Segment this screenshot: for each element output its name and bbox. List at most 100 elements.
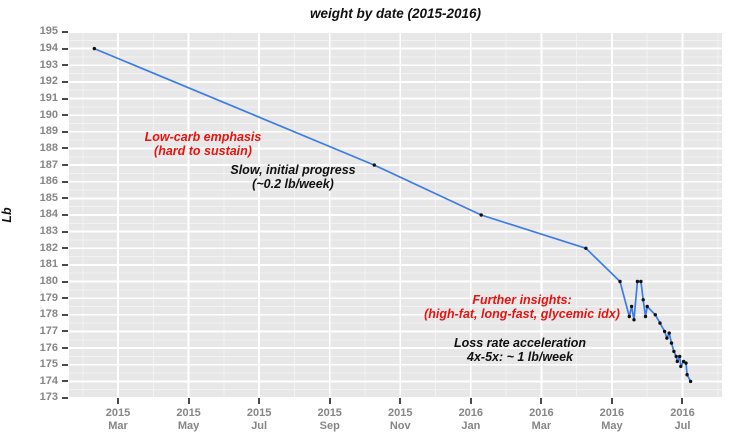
data-point: [667, 331, 671, 335]
x-tick-year: 2016: [599, 407, 625, 419]
data-point: [643, 314, 648, 319]
y-tick-mark: [62, 313, 68, 316]
x-tick-month: Mar: [108, 420, 128, 432]
data-point: [584, 246, 588, 250]
data-point: [685, 373, 689, 377]
x-tick-label: 2015 Mar: [88, 407, 148, 433]
annotation-low-carb: Low-carb emphasis (hard to sustain): [144, 130, 262, 158]
y-tick-mark: [62, 280, 68, 283]
y-tick-label: 174: [39, 374, 58, 387]
y-tick-label: 184: [39, 208, 58, 221]
annotation-slow-progress: Slow, initial progress (~0.2 lb/week): [230, 163, 356, 191]
annotation-line: (~0.2 lb/week): [252, 176, 334, 191]
y-tick-label: 180: [39, 275, 58, 288]
x-tick-month: Mar: [531, 420, 552, 432]
y-tick-label: 178: [39, 308, 58, 321]
x-tick-year: 2015: [388, 407, 413, 419]
x-tick-mark: [540, 398, 543, 404]
x-tick-mark: [681, 398, 684, 404]
x-tick-month: Sep: [319, 420, 340, 432]
y-tick-mark: [62, 347, 68, 350]
x-tick-mark: [399, 398, 402, 404]
y-tick-mark: [62, 80, 68, 83]
y-tick-label: 194: [39, 42, 58, 55]
data-point: [679, 364, 683, 369]
y-tick-label: 181: [39, 258, 58, 271]
y-tick-label: 188: [39, 141, 58, 154]
data-point: [629, 304, 634, 309]
annotation-line: (hard to sustain): [154, 143, 252, 158]
x-tick-month: Jul: [674, 420, 691, 432]
x-tick-mark: [469, 398, 472, 404]
y-tick-mark: [62, 330, 68, 333]
y-tick-mark: [62, 297, 68, 300]
data-point: [92, 46, 96, 51]
x-tick-year: 2016: [529, 407, 554, 419]
data-point: [678, 354, 682, 359]
chart-title: weight by date (2015-2016): [309, 6, 482, 21]
y-tick-label: 195: [39, 25, 58, 38]
y-tick-label: 177: [39, 324, 58, 337]
y-tick-mark: [62, 97, 68, 100]
data-point: [681, 359, 686, 364]
annotation-line: Low-carb emphasis: [144, 130, 262, 144]
annotation-further-insights: Further insights: (high-fat, long-fast, …: [424, 293, 620, 321]
plot-panel: [69, 31, 722, 398]
x-tick-year: 2015: [317, 407, 342, 419]
y-tick-label: 186: [39, 175, 58, 188]
data-point: [627, 314, 631, 319]
y-tick-mark: [62, 114, 68, 117]
data-point: [653, 313, 657, 317]
x-tick-mark: [328, 398, 331, 404]
y-tick-mark: [62, 130, 68, 133]
annotation-line: 4x-5x: ~ 1 lb/week: [467, 349, 573, 364]
data-point: [632, 318, 636, 322]
x-tick-label: 2016 May: [582, 407, 642, 433]
x-tick-year: 2016: [670, 407, 695, 419]
y-tick-mark: [62, 363, 68, 366]
y-tick-mark: [62, 396, 68, 399]
x-tick-year: 2015: [105, 407, 131, 419]
x-tick-month: Nov: [389, 420, 411, 432]
x-tick-label: 2016 Jan: [441, 407, 501, 433]
x-tick-label: 2015 May: [159, 407, 219, 433]
y-tick-label: 192: [39, 75, 58, 88]
y-tick-label: 185: [39, 191, 58, 204]
data-point: [672, 349, 676, 354]
y-tick-label: 182: [39, 241, 58, 254]
data-point: [479, 213, 483, 217]
x-tick-month: Jan: [461, 420, 481, 432]
y-tick-label: 176: [39, 341, 58, 354]
weight-line-chart: [69, 31, 722, 398]
x-tick-mark: [117, 398, 120, 404]
y-tick-mark: [62, 30, 68, 33]
data-point: [674, 354, 678, 359]
data-point: [639, 279, 643, 284]
data-point: [669, 341, 674, 345]
y-tick-label: 187: [39, 158, 58, 171]
y-tick-label: 190: [39, 108, 58, 121]
data-point: [645, 304, 649, 309]
y-tick-mark: [62, 164, 68, 167]
x-tick-label: 2015 Nov: [370, 407, 430, 433]
weight-series-line: [93, 47, 692, 382]
data-point: [641, 298, 645, 302]
x-tick-year: 2015: [246, 407, 272, 419]
y-tick-mark: [62, 147, 68, 150]
x-tick-label: 2016 Mar: [511, 407, 571, 433]
y-tick-mark: [62, 47, 68, 50]
data-point: [665, 336, 669, 340]
data-point: [684, 361, 688, 365]
x-tick-month: May: [601, 420, 623, 432]
y-tick-label: 179: [39, 291, 58, 304]
data-point: [662, 329, 667, 334]
x-tick-label: 2015 Jul: [229, 407, 289, 433]
x-tick-month: Jul: [251, 420, 268, 432]
x-tick-year: 2015: [176, 407, 201, 419]
annotation-line: (high-fat, long-fast, glycemic idx): [424, 306, 620, 321]
annotation-line: Slow, initial progress: [230, 163, 356, 177]
annotation-line: Further insights:: [472, 293, 572, 307]
data-point: [372, 163, 376, 167]
y-tick-label: 191: [39, 92, 58, 105]
